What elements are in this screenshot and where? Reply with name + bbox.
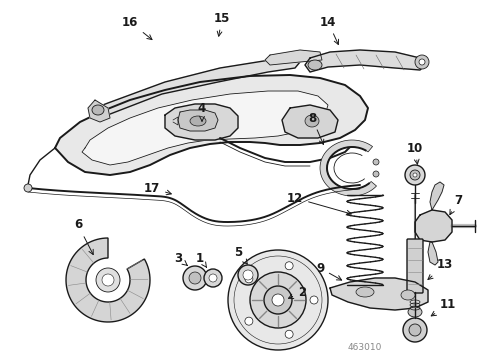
Circle shape — [415, 55, 429, 69]
Text: 13: 13 — [428, 258, 453, 279]
Circle shape — [245, 317, 253, 325]
FancyBboxPatch shape — [407, 239, 423, 293]
Circle shape — [285, 330, 293, 338]
Circle shape — [373, 171, 379, 177]
Polygon shape — [88, 100, 110, 122]
Ellipse shape — [408, 307, 422, 317]
Polygon shape — [55, 75, 368, 175]
Text: 11: 11 — [431, 298, 456, 316]
Circle shape — [405, 165, 425, 185]
Circle shape — [264, 286, 292, 314]
Text: 15: 15 — [214, 12, 230, 36]
Circle shape — [96, 268, 120, 292]
Text: 16: 16 — [122, 15, 152, 40]
Ellipse shape — [92, 105, 104, 115]
Text: 10: 10 — [407, 141, 423, 164]
Text: 12: 12 — [287, 192, 351, 215]
Text: 8: 8 — [308, 112, 324, 144]
Polygon shape — [66, 238, 150, 322]
Text: 1: 1 — [196, 252, 207, 267]
Polygon shape — [95, 58, 300, 116]
Text: 463010: 463010 — [348, 343, 382, 352]
Circle shape — [419, 59, 425, 65]
Ellipse shape — [190, 116, 206, 126]
Text: 7: 7 — [450, 194, 462, 215]
Polygon shape — [265, 50, 322, 65]
Ellipse shape — [401, 290, 415, 300]
Polygon shape — [82, 91, 328, 165]
Circle shape — [209, 274, 217, 282]
Text: 9: 9 — [316, 261, 342, 280]
Text: 2: 2 — [289, 285, 306, 298]
Polygon shape — [282, 105, 338, 138]
Circle shape — [403, 318, 427, 342]
Circle shape — [409, 324, 421, 336]
Polygon shape — [428, 242, 438, 265]
Polygon shape — [178, 110, 218, 131]
Circle shape — [24, 184, 32, 192]
Circle shape — [238, 265, 258, 285]
Polygon shape — [320, 140, 376, 196]
Circle shape — [413, 173, 417, 177]
Ellipse shape — [305, 115, 319, 127]
Circle shape — [189, 272, 201, 284]
Circle shape — [204, 269, 222, 287]
Text: 3: 3 — [174, 252, 187, 265]
Polygon shape — [415, 210, 452, 242]
Polygon shape — [430, 182, 444, 210]
Text: 5: 5 — [234, 246, 247, 264]
Circle shape — [410, 170, 420, 180]
Circle shape — [243, 270, 253, 280]
Ellipse shape — [356, 287, 374, 297]
Polygon shape — [330, 278, 428, 310]
Polygon shape — [165, 104, 238, 140]
Circle shape — [228, 250, 328, 350]
Circle shape — [245, 275, 253, 283]
Circle shape — [102, 274, 114, 286]
Circle shape — [373, 159, 379, 165]
Circle shape — [250, 272, 306, 328]
Text: 6: 6 — [74, 219, 93, 255]
Text: 14: 14 — [320, 15, 339, 45]
Ellipse shape — [308, 60, 322, 70]
Circle shape — [183, 266, 207, 290]
Circle shape — [285, 262, 293, 270]
Polygon shape — [305, 50, 425, 72]
Circle shape — [310, 296, 318, 304]
Text: 4: 4 — [198, 102, 206, 121]
Text: 17: 17 — [144, 181, 172, 195]
Circle shape — [272, 294, 284, 306]
